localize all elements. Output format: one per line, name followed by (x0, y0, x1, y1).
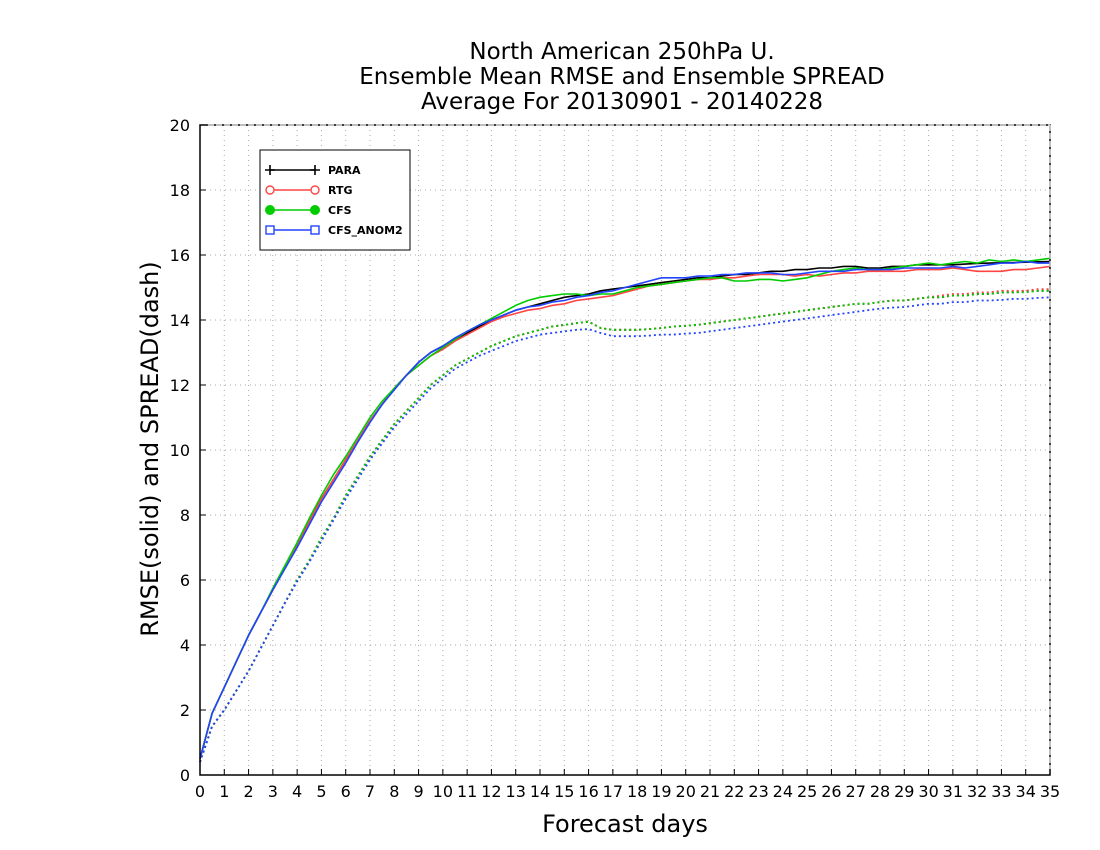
x-tick-label: 9 (413, 782, 423, 801)
y-tick-label: 6 (180, 571, 190, 590)
x-tick-label: 4 (292, 782, 302, 801)
x-tick-label: 26 (821, 782, 841, 801)
x-tick-label: 34 (1016, 782, 1036, 801)
x-tick-label: 5 (316, 782, 326, 801)
x-tick-label: 33 (991, 782, 1011, 801)
spread-lines (199, 288, 1051, 763)
series-spread-line-para (199, 289, 1050, 763)
y-tick-label: 18 (170, 181, 190, 200)
y-axis-label: RMSE(solid) and SPREAD(dash) (136, 261, 164, 637)
legend-label-para: PARA (328, 164, 361, 177)
series-spread-line-cfs_anom2 (199, 296, 1051, 763)
y-tick-label: 8 (180, 506, 190, 525)
legend-marker-plus (310, 165, 320, 175)
legend-marker-square (310, 225, 320, 235)
series-rmse-line-rtg (199, 265, 1051, 760)
y-tick-label: 2 (180, 701, 190, 720)
chart-title-line-3: Average For 20130901 - 20140228 (420, 89, 824, 115)
rmse-lines (199, 257, 1051, 760)
x-tick-label: 30 (918, 782, 938, 801)
x-tick-label: 0 (195, 782, 205, 801)
x-tick-label: 6 (341, 782, 351, 801)
y-tick-label: 0 (180, 766, 190, 785)
y-tick-label: 12 (170, 376, 190, 395)
x-tick-label: 16 (578, 782, 598, 801)
series-spread-line-cfs (199, 289, 1050, 763)
x-tick-label: 7 (365, 782, 375, 801)
x-tick-label: 15 (554, 782, 574, 801)
legend-marker-dot (265, 205, 275, 215)
x-tick-label: 25 (797, 782, 817, 801)
x-tick-label: 3 (268, 782, 278, 801)
legend-marker-square (265, 225, 275, 235)
x-tick-label: 27 (846, 782, 866, 801)
grid-lines (200, 125, 1050, 775)
x-tick-label: 11 (457, 782, 477, 801)
x-tick-label: 28 (870, 782, 890, 801)
series-rmse-line-cfs_anom2 (199, 260, 1050, 760)
legend-label-cfs_anom2: CFS_ANOM2 (328, 224, 403, 237)
series-spread-line-rtg (199, 288, 1050, 763)
series-rmse-line-cfs (199, 257, 1051, 760)
x-axis-label: Forecast days (542, 810, 708, 838)
chart-title-line-2: Ensemble Mean RMSE and Ensemble SPREAD (359, 64, 885, 90)
x-tick-label: 23 (748, 782, 768, 801)
y-tick-label: 4 (180, 636, 190, 655)
x-tick-label: 29 (894, 782, 914, 801)
x-tick-label: 10 (433, 782, 453, 801)
x-tick-label: 20 (676, 782, 696, 801)
legend-marker-circle (265, 185, 275, 195)
x-tick-label: 21 (700, 782, 720, 801)
x-tick-label: 19 (651, 782, 671, 801)
legend-label-cfs: CFS (328, 204, 352, 217)
x-tick-label: 18 (627, 782, 647, 801)
x-tick-label: 12 (481, 782, 501, 801)
x-tick-label: 2 (243, 782, 253, 801)
y-tick-label: 10 (170, 441, 190, 460)
chart-title-line-1: North American 250hPa U. (469, 39, 775, 65)
x-tick-label: 13 (506, 782, 526, 801)
x-tick-label: 32 (967, 782, 987, 801)
legend-label-rtg: RTG (328, 184, 353, 197)
x-tick-label: 1 (219, 782, 229, 801)
legend-box (259, 149, 411, 251)
x-tick-label: 31 (943, 782, 963, 801)
y-tick-label: 14 (170, 311, 190, 330)
x-tick-label: 24 (773, 782, 793, 801)
legend: PARA RTG CFS CFS_ANOM2 (259, 149, 411, 251)
axes: 0 1 2 3 4 5 6 7 8 9 10 11 12 13 14 15 16 17 18 19 20 21 22 23 24… (170, 116, 1061, 801)
x-tick-label: 22 (724, 782, 744, 801)
x-tick-label: 17 (603, 782, 623, 801)
legend-marker-dot (310, 205, 320, 215)
x-tick-label: 14 (530, 782, 550, 801)
legend-marker-plus (265, 165, 275, 175)
x-tick-label: 35 (1040, 782, 1060, 801)
legend-marker-circle (310, 185, 320, 195)
y-tick-label: 16 (170, 246, 190, 265)
y-tick-label: 20 (170, 116, 190, 135)
x-tick-label: 8 (389, 782, 399, 801)
